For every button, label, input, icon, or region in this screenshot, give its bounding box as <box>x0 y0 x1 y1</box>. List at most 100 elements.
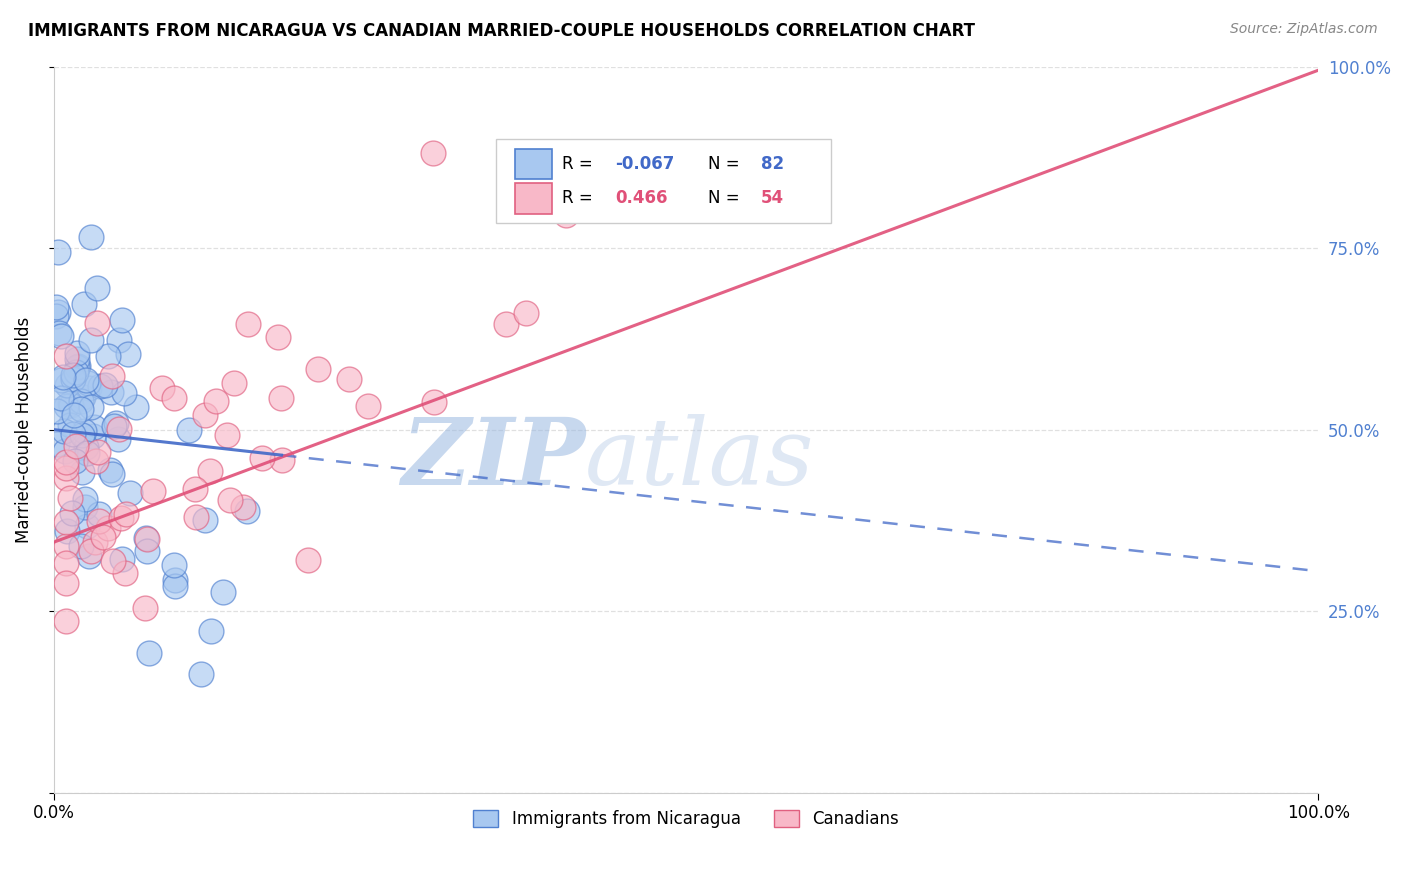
Point <box>232 500 254 515</box>
Y-axis label: Married-couple Households: Married-couple Households <box>15 317 32 542</box>
Point <box>55 443 77 458</box>
Point <box>72 390 94 404</box>
Point <box>86 454 108 468</box>
Point <box>80 334 103 348</box>
Point <box>588 200 610 214</box>
Point <box>73 500 96 514</box>
Point <box>236 318 259 332</box>
Point <box>80 544 103 558</box>
Point <box>70 428 93 442</box>
Point <box>98 463 121 477</box>
Point <box>59 491 82 505</box>
Text: N =: N = <box>707 155 744 173</box>
Point <box>135 532 157 546</box>
FancyBboxPatch shape <box>496 139 831 223</box>
Point <box>218 493 240 508</box>
Point <box>66 359 89 374</box>
Point <box>422 145 444 160</box>
Point <box>236 504 259 518</box>
Point <box>250 451 273 466</box>
Point <box>135 531 157 545</box>
Point <box>49 329 72 343</box>
Point <box>55 614 77 628</box>
Point <box>55 471 77 485</box>
Point <box>77 549 100 563</box>
Point <box>59 396 82 410</box>
Point <box>200 624 222 639</box>
Point <box>86 280 108 294</box>
Text: Source: ZipAtlas.com: Source: ZipAtlas.com <box>1230 22 1378 37</box>
Point <box>48 326 70 341</box>
Point <box>55 400 77 414</box>
Point <box>150 381 173 395</box>
Text: IMMIGRANTS FROM NICARAGUA VS CANADIAN MARRIED-COUPLE HOUSEHOLDS CORRELATION CHAR: IMMIGRANTS FROM NICARAGUA VS CANADIAN MA… <box>28 22 976 40</box>
Point <box>165 573 187 587</box>
Point <box>46 437 69 451</box>
Point <box>134 601 156 615</box>
Point <box>103 554 125 568</box>
Point <box>103 418 125 433</box>
Point <box>56 378 79 392</box>
Point <box>70 402 93 417</box>
Point <box>357 399 380 413</box>
Point <box>73 424 96 438</box>
Point <box>215 428 238 442</box>
Point <box>80 400 103 414</box>
Point <box>224 376 246 390</box>
Point <box>194 513 217 527</box>
Point <box>136 543 159 558</box>
Point <box>107 421 129 435</box>
Point <box>101 369 124 384</box>
Point <box>67 359 90 373</box>
Point <box>107 433 129 447</box>
Point <box>114 566 136 580</box>
Point <box>83 420 105 434</box>
Point <box>55 539 77 553</box>
Point <box>120 486 142 500</box>
Point <box>76 519 98 533</box>
Text: 82: 82 <box>761 155 783 173</box>
Point <box>97 349 120 363</box>
Point <box>91 530 114 544</box>
Point <box>49 373 72 387</box>
Point <box>45 309 67 323</box>
Point <box>80 229 103 244</box>
Point <box>66 345 89 359</box>
Point <box>100 385 122 400</box>
Point <box>190 667 212 681</box>
Point <box>179 423 201 437</box>
Point <box>66 351 89 366</box>
Point <box>165 579 187 593</box>
Point <box>186 510 208 524</box>
Point <box>82 429 104 443</box>
Text: 0.466: 0.466 <box>616 189 668 208</box>
Point <box>183 482 205 496</box>
Point <box>55 461 77 475</box>
Point <box>111 313 134 327</box>
Point <box>63 454 86 468</box>
Point <box>73 297 96 311</box>
Point <box>52 370 75 384</box>
Text: atlas: atlas <box>585 414 814 504</box>
Legend: Immigrants from Nicaragua, Canadians: Immigrants from Nicaragua, Canadians <box>467 804 905 835</box>
Point <box>75 440 97 454</box>
Point <box>56 524 79 538</box>
Point <box>270 391 292 405</box>
FancyBboxPatch shape <box>516 149 553 179</box>
Point <box>89 507 111 521</box>
Text: R =: R = <box>562 189 598 208</box>
Point <box>55 556 77 570</box>
Text: N =: N = <box>707 189 744 208</box>
Point <box>271 453 294 467</box>
Point <box>76 446 98 460</box>
Point <box>198 464 221 478</box>
Point <box>267 330 290 344</box>
Point <box>87 445 110 459</box>
Text: 54: 54 <box>761 189 783 208</box>
Point <box>55 349 77 363</box>
Point <box>62 409 84 423</box>
Text: -0.067: -0.067 <box>616 155 675 173</box>
Point <box>65 439 87 453</box>
Point <box>55 576 77 591</box>
Point <box>65 365 87 379</box>
